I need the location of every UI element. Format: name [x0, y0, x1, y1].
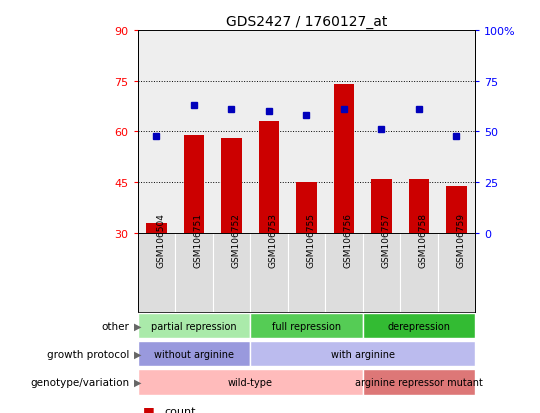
Bar [446, 186, 467, 233]
Bar [175, 233, 213, 312]
Text: without arginine: without arginine [154, 349, 234, 359]
Bar [409, 179, 429, 233]
Text: GSM106755: GSM106755 [307, 212, 315, 267]
Text: ■: ■ [143, 404, 155, 413]
Text: other: other [102, 321, 130, 331]
Text: GSM106753: GSM106753 [269, 212, 278, 267]
Bar [363, 233, 400, 312]
Text: arginine repressor mutant: arginine repressor mutant [355, 377, 483, 387]
Bar [221, 139, 242, 233]
Text: with arginine: with arginine [330, 349, 395, 359]
Bar [363, 369, 475, 395]
Text: count: count [165, 406, 196, 413]
Text: GSM106757: GSM106757 [381, 212, 390, 267]
Bar [250, 313, 363, 339]
Bar [400, 233, 438, 312]
Bar [259, 122, 279, 233]
Text: full repression: full repression [272, 321, 341, 331]
Text: GSM106752: GSM106752 [232, 212, 240, 267]
Text: derepression: derepression [388, 321, 450, 331]
Bar [250, 341, 475, 367]
Bar [250, 233, 288, 312]
Bar [363, 313, 475, 339]
Text: wild-type: wild-type [228, 377, 273, 387]
Text: GSM106759: GSM106759 [456, 212, 465, 267]
Text: ▶: ▶ [134, 377, 141, 387]
Bar [371, 179, 392, 233]
Bar [138, 313, 250, 339]
Text: GSM106751: GSM106751 [194, 212, 203, 267]
Title: GDS2427 / 1760127_at: GDS2427 / 1760127_at [226, 14, 387, 28]
Text: ▶: ▶ [134, 349, 141, 359]
Text: growth protocol: growth protocol [47, 349, 130, 359]
Text: GSM106758: GSM106758 [419, 212, 428, 267]
Text: partial repression: partial repression [151, 321, 237, 331]
Bar [296, 183, 317, 233]
Text: genotype/variation: genotype/variation [30, 377, 130, 387]
Bar [138, 369, 363, 395]
Text: ▶: ▶ [134, 321, 141, 331]
Text: GSM106756: GSM106756 [344, 212, 353, 267]
Bar [138, 233, 175, 312]
Bar [213, 233, 250, 312]
Bar [334, 85, 354, 233]
Bar [146, 223, 167, 233]
Bar [438, 233, 475, 312]
Bar [138, 341, 250, 367]
Text: GSM106504: GSM106504 [157, 212, 165, 267]
Bar [325, 233, 363, 312]
Bar [288, 233, 325, 312]
Bar [184, 135, 204, 233]
